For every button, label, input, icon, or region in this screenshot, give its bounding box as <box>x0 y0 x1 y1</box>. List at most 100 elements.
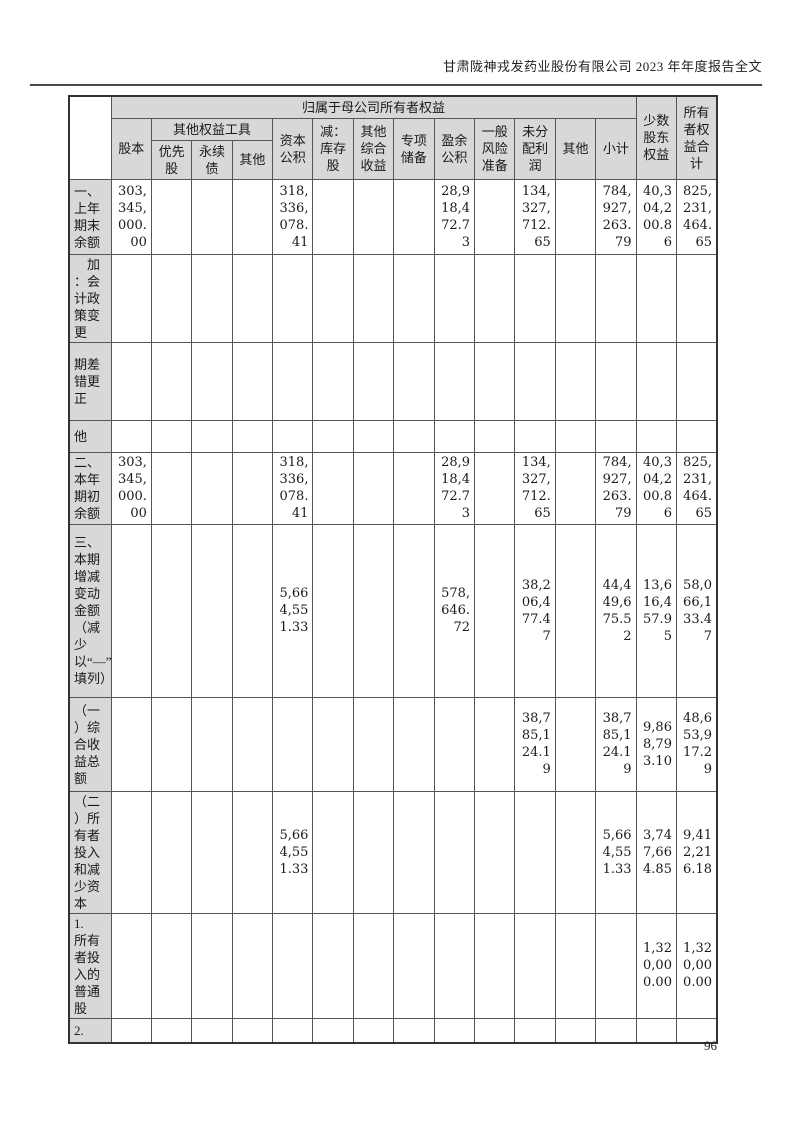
value-cell <box>433 253 476 343</box>
value-cell <box>595 1017 637 1044</box>
value-cell <box>150 790 193 914</box>
value-cell <box>191 253 233 343</box>
table-row: （一 ）综合收益总额 38,785,124.19 38,785,124.19 9,86… <box>68 696 718 792</box>
value-cell: 58,066,133.47 <box>675 523 718 698</box>
value-cell <box>514 253 556 343</box>
value-cell <box>393 341 435 421</box>
value-cell: 28,918,472.73 <box>433 178 476 255</box>
value-cell <box>352 178 395 255</box>
value-cell <box>635 1017 677 1044</box>
value-cell <box>312 523 354 698</box>
other-equity-instruments-group-header: 其他权益工具 <box>150 117 274 141</box>
value-cell: 9,868,793.10 <box>635 696 677 792</box>
row-label: （二 ）所有者投入和减少资本 <box>68 790 112 914</box>
value-cell <box>231 1017 274 1044</box>
value-cell <box>110 912 152 1019</box>
value-cell <box>393 1017 435 1044</box>
table-row: 二、本年期初余额 303,345,000.00 318,336,078.41 28,9… <box>68 451 718 525</box>
value-cell <box>352 696 395 792</box>
value-cell: 5,664,551.33 <box>595 790 637 914</box>
value-cell: 38,785,124.19 <box>514 696 556 792</box>
value-cell: 40,304,200.86 <box>635 451 677 525</box>
corner-cell <box>68 95 112 180</box>
value-cell <box>393 790 435 914</box>
value-cell: 134,327,712.65 <box>514 451 556 525</box>
value-cell <box>150 1017 193 1044</box>
value-cell <box>554 1017 597 1044</box>
row-label: 1. 所有者投入的普通股 <box>68 912 112 1019</box>
value-cell <box>150 912 193 1019</box>
value-cell <box>433 912 476 1019</box>
value-cell <box>312 341 354 421</box>
table-row: 期差错更正 <box>68 341 718 421</box>
value-cell <box>312 253 354 343</box>
value-cell <box>433 1017 476 1044</box>
value-cell: 5,664,551.33 <box>272 790 314 914</box>
value-cell: 44,449,675.52 <box>595 523 637 698</box>
value-cell <box>150 341 193 421</box>
col-header-preferred-stock: 优先股 <box>150 139 193 180</box>
value-cell <box>474 523 516 698</box>
value-cell <box>231 419 274 453</box>
value-cell <box>231 178 274 255</box>
value-cell: 134,327,712.65 <box>514 178 556 255</box>
value-cell <box>393 523 435 698</box>
table-row: 加 ：会计政策变更 <box>68 253 718 343</box>
value-cell <box>352 912 395 1019</box>
value-cell <box>191 696 233 792</box>
header-row-2: 股本 其他权益工具 资本公积 减：库存股 其他综合收益 专项储备 盈余公积 一般… <box>69 117 717 180</box>
value-cell <box>231 341 274 421</box>
value-cell <box>474 341 516 421</box>
value-cell <box>595 912 637 1019</box>
value-cell: 9,412,216.18 <box>675 790 718 914</box>
col-header-total-owners-equity: 所有者权益合计 <box>675 95 718 180</box>
value-cell <box>675 419 718 453</box>
value-cell <box>635 253 677 343</box>
value-cell <box>191 1017 233 1044</box>
value-cell <box>474 790 516 914</box>
value-cell <box>231 912 274 1019</box>
value-cell <box>312 419 354 453</box>
col-header-surplus-reserve: 盈余公积 <box>433 117 476 180</box>
value-cell <box>312 1017 354 1044</box>
value-cell: 13,616,457.95 <box>635 523 677 698</box>
value-cell <box>352 253 395 343</box>
value-cell <box>675 341 718 421</box>
value-cell <box>191 912 233 1019</box>
value-cell <box>150 523 193 698</box>
value-cell <box>231 523 274 698</box>
value-cell <box>393 419 435 453</box>
col-header-other-instrument: 其他 <box>231 139 274 180</box>
value-cell <box>110 419 152 453</box>
value-cell: 38,785,124.19 <box>595 696 637 792</box>
row-label: 三、本期增减变动金额（减少以“—”号填列） <box>68 523 112 698</box>
owners-equity-table: 归属于母公司所有者权益 少数股东权益 所有者权益合计 股本 其他权益工具 资本公… <box>68 95 718 1044</box>
value-cell <box>474 253 516 343</box>
value-cell <box>231 790 274 914</box>
value-cell <box>474 1017 516 1044</box>
value-cell: 578,646.72 <box>433 523 476 698</box>
col-header-less-treasury-stock: 减：库存股 <box>312 117 354 180</box>
value-cell <box>110 790 152 914</box>
value-cell <box>554 178 597 255</box>
value-cell <box>231 696 274 792</box>
col-header-general-risk-reserve: 一般风险准备 <box>474 117 516 180</box>
table-body: 一、上年期末余额 303,345,000.00 318,336,078.41 28,9… <box>68 178 718 1044</box>
row-label: （一 ）综合收益总额 <box>68 696 112 792</box>
value-cell: 1,320,000.00 <box>675 912 718 1019</box>
value-cell <box>554 790 597 914</box>
value-cell <box>554 696 597 792</box>
value-cell <box>595 253 637 343</box>
value-cell <box>352 1017 395 1044</box>
row-label: 2. <box>68 1017 112 1044</box>
col-header-perpetual-bond: 永续债 <box>191 139 233 180</box>
value-cell <box>393 451 435 525</box>
page-number: 96 <box>704 1038 717 1053</box>
value-cell <box>393 696 435 792</box>
col-header-capital-reserve: 资本公积 <box>272 117 314 180</box>
col-header-other-comprehensive-income: 其他综合收益 <box>352 117 395 180</box>
value-cell <box>474 451 516 525</box>
value-cell <box>352 419 395 453</box>
row-label: 他 <box>68 419 112 453</box>
value-cell: 5,664,551.33 <box>272 523 314 698</box>
